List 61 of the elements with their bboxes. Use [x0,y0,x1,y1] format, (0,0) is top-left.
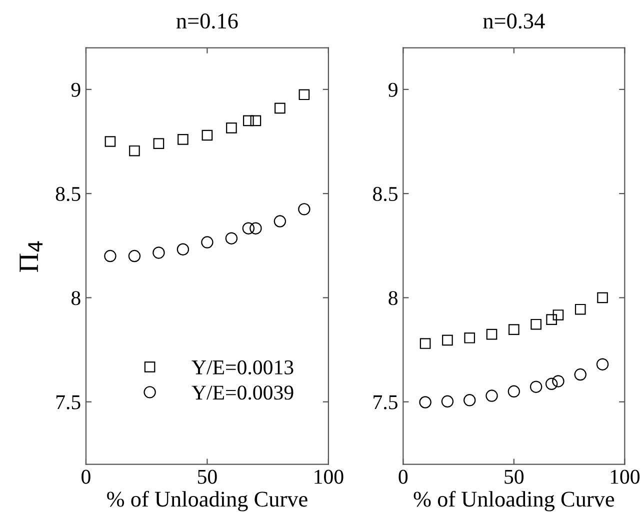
point [298,89,310,100]
point [176,243,190,256]
point [419,396,432,408]
point [152,246,165,259]
y-axis-title: Π$_{4}$ [20,241,42,272]
x-tick-label: 0 [82,470,90,484]
point [574,304,586,315]
point [250,115,262,126]
point [274,215,286,228]
point [596,358,609,370]
legend-label: Y/E=0.0013 [192,360,294,374]
x-axis-title: % of Unloading Curve [107,490,308,512]
y-tick-label: 7.5 [56,395,80,410]
point [201,236,214,248]
legend-label: Y/E=0.0039 [192,386,294,400]
point [530,318,542,330]
x-axis-title: % of Unloading Curve [414,490,614,512]
point [104,250,116,262]
point [552,375,564,388]
point [128,250,141,262]
point [530,380,542,393]
point [546,314,557,325]
point [153,138,164,149]
point [178,134,188,145]
point [242,222,255,234]
point [104,136,116,147]
point [243,115,254,126]
point [202,130,213,141]
point [298,203,310,216]
y-tick-label: 8.5 [373,186,398,202]
point [545,378,558,390]
point [441,395,454,408]
point [226,122,237,134]
x-tick-label: 0 [398,470,408,484]
x-tick-label: 50 [504,470,524,484]
point [274,102,286,114]
point [552,310,564,320]
point [597,292,608,304]
chart-title: n=0.16 [176,14,238,29]
point [129,145,140,156]
point [463,394,476,406]
point [574,368,586,381]
x-tick-label: 100 [610,470,640,484]
point [442,334,453,346]
point [508,385,520,398]
point [250,222,262,234]
y-tick-label: 8 [71,291,80,306]
y-tick-label: 8.5 [56,186,80,202]
y-tick-label: 8 [388,291,398,306]
chart-title: n=0.34 [483,14,545,29]
y-tick-label: 9 [388,82,398,97]
x-tick-label: 100 [314,470,344,484]
point [508,324,520,335]
x-tick-label: 50 [198,470,217,484]
point [420,338,431,349]
point [486,390,498,402]
point [486,328,498,340]
point [225,232,238,244]
point [464,332,476,344]
y-tick-label: 9 [71,82,80,97]
y-tick-label: 7.5 [374,395,398,410]
